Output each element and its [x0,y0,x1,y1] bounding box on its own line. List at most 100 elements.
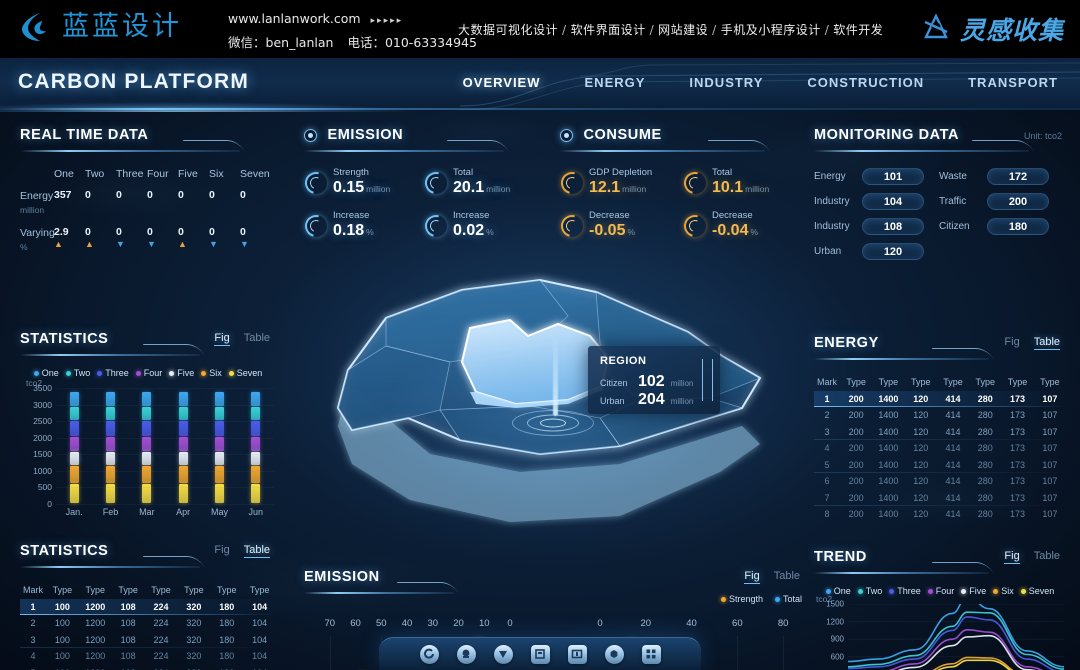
monitoring-item: Traffic 200 [939,193,1064,210]
table-row[interactable]: 5 200 1400 120 414 280 173 107 [814,457,1066,474]
table-cell: 2 [824,410,830,421]
table-row[interactable]: 8 200 1400 120 414 280 173 107 [814,506,1066,523]
compass-icon[interactable] [419,644,439,664]
stats-table-toggle[interactable]: Fig Table [214,544,270,558]
x-axis-ticks: Jan. Feb Mar Apr May Jun [56,507,274,517]
table-cell: 414 [945,459,961,470]
kpi-item: GDP Depletion 12.1 million [560,167,683,198]
nav-item-industry[interactable]: INDUSTRY [689,75,764,90]
emission-toggle[interactable]: Fig Table [744,570,800,584]
realtime-column-header: Three [116,168,144,180]
realtime-column-header: Seven [240,168,270,180]
table-row[interactable]: 3 200 1400 120 414 280 173 107 [814,424,1066,441]
promo-website[interactable]: www.lanlanwork.com [228,11,361,26]
shield-icon[interactable] [493,644,513,664]
bar-segment [178,484,188,503]
table-row[interactable]: 2 100 1200 108 224 320 180 104 [20,615,276,632]
table-row[interactable]: 4 100 1200 108 224 320 180 104 [20,648,276,665]
table-cell: 104 [252,634,268,645]
table-cell: 224 [153,618,169,629]
bar-column[interactable] [69,392,79,504]
axis-tick-left: 20 [453,618,464,629]
kpi-value: 10.1 million [712,179,770,196]
bar-column[interactable] [178,392,188,504]
table-row[interactable]: 6 200 1400 120 414 280 173 107 [814,473,1066,490]
toggle-table[interactable]: Table [1033,336,1060,350]
y-tick: 900 [830,634,844,644]
table-cell: 320 [186,634,202,645]
nav-item-transport[interactable]: TRANSPORT [968,75,1058,90]
monitoring-data-panel: MONITORING DATA Unit: tco2 Energy 101 Wast… [814,126,1064,268]
toggle-fig[interactable]: Fig [214,332,230,346]
legend-label: Four [143,368,163,378]
table-row[interactable]: 51001200108224320180104 [20,665,276,670]
legend-label: Seven [1028,586,1055,596]
table-row[interactable]: 1 200 1400 120 414 280 173 107 [814,390,1066,407]
kpi-label: Total [453,167,474,178]
toggle-fig[interactable]: Fig [1004,550,1020,564]
legend-dot-icon [33,370,39,376]
bar-segment [69,451,79,466]
stats-fig-toggle[interactable]: Fig Table [214,332,270,346]
kpi-text: Total 10.1 million [712,167,769,198]
table-column-header: Type [878,377,899,388]
table-cell: 200 [848,476,864,487]
table-cell: 280 [977,410,993,421]
table-cell: 104 [252,618,268,629]
nav-item-overview[interactable]: OVERVIEW [462,75,541,90]
bar-segment [69,407,79,421]
hexagon-icon[interactable] [604,644,624,664]
bar-column[interactable] [214,392,224,504]
table-row[interactable]: 2 200 1400 120 414 280 173 107 [814,407,1066,424]
toggle-table[interactable]: Table [243,332,270,344]
legend-label: Six [1001,586,1014,596]
region-map[interactable] [290,258,810,558]
table-cell: 280 [977,476,993,487]
bar-column[interactable] [251,392,261,504]
kpi-item: Decrease -0.05% [560,210,683,241]
grid-icon[interactable] [641,644,661,664]
toggle-fig[interactable]: Fig [1004,336,1020,348]
gridline [56,454,274,456]
realtime-row-label: Energy million [20,190,54,215]
panel-header: EMISSION Fig Table [304,568,806,594]
bar-column[interactable] [142,392,152,504]
realtime-row-unit: million [20,205,45,215]
toggle-table[interactable]: Table [243,544,270,558]
toggle-fig[interactable]: Fig [744,570,760,584]
table-cell: 180 [219,618,235,629]
energy-table-toggle[interactable]: Fig Table [1004,336,1060,350]
toggle-fig[interactable]: Fig [214,544,230,556]
monitor-icon[interactable] [567,644,587,664]
promo-service-item: 软件界面设计 [570,23,646,37]
promo-brand: 灵感收集 [921,11,1064,47]
table-column-header: Type [216,585,237,596]
monitoring-item: Industry 104 [814,193,939,210]
table-cell: 108 [120,634,136,645]
x-tick: Jan. [65,507,83,517]
table-row[interactable]: 3 100 1200 108 224 320 180 104 [20,632,276,649]
tick-line [737,636,739,653]
table-row[interactable]: 7 200 1400 120 414 280 173 107 [814,490,1066,507]
trend-toggle[interactable]: Fig Table [1004,550,1060,564]
globe-icon[interactable] [456,644,476,664]
map-shape [336,278,762,522]
table-header-row: Mark Type Type Type Type Type Type Type [814,374,1066,391]
nav-item-energy[interactable]: ENERGY [584,75,646,90]
table-row[interactable]: 1 100 1200 108 224 320 180 104 [20,598,276,615]
y-tick: 3000 [33,399,52,410]
bar-column[interactable] [105,392,115,504]
x-tick: Jun [248,507,264,517]
toggle-table[interactable]: Table [1033,550,1060,562]
table-cell: 180 [219,634,235,645]
legend-item: Seven [1020,586,1055,596]
swirl-icon [424,214,448,238]
document-icon[interactable] [530,644,550,664]
table-cell: 173 [1010,393,1026,404]
table-row[interactable]: 4 200 1400 120 414 280 173 107 [814,440,1066,457]
toggle-table[interactable]: Table [773,570,800,582]
nav-item-construction[interactable]: CONSTRUCTION [807,75,925,90]
legend-label: Two [865,586,883,596]
trend-up-icon: ▲ [178,239,187,249]
